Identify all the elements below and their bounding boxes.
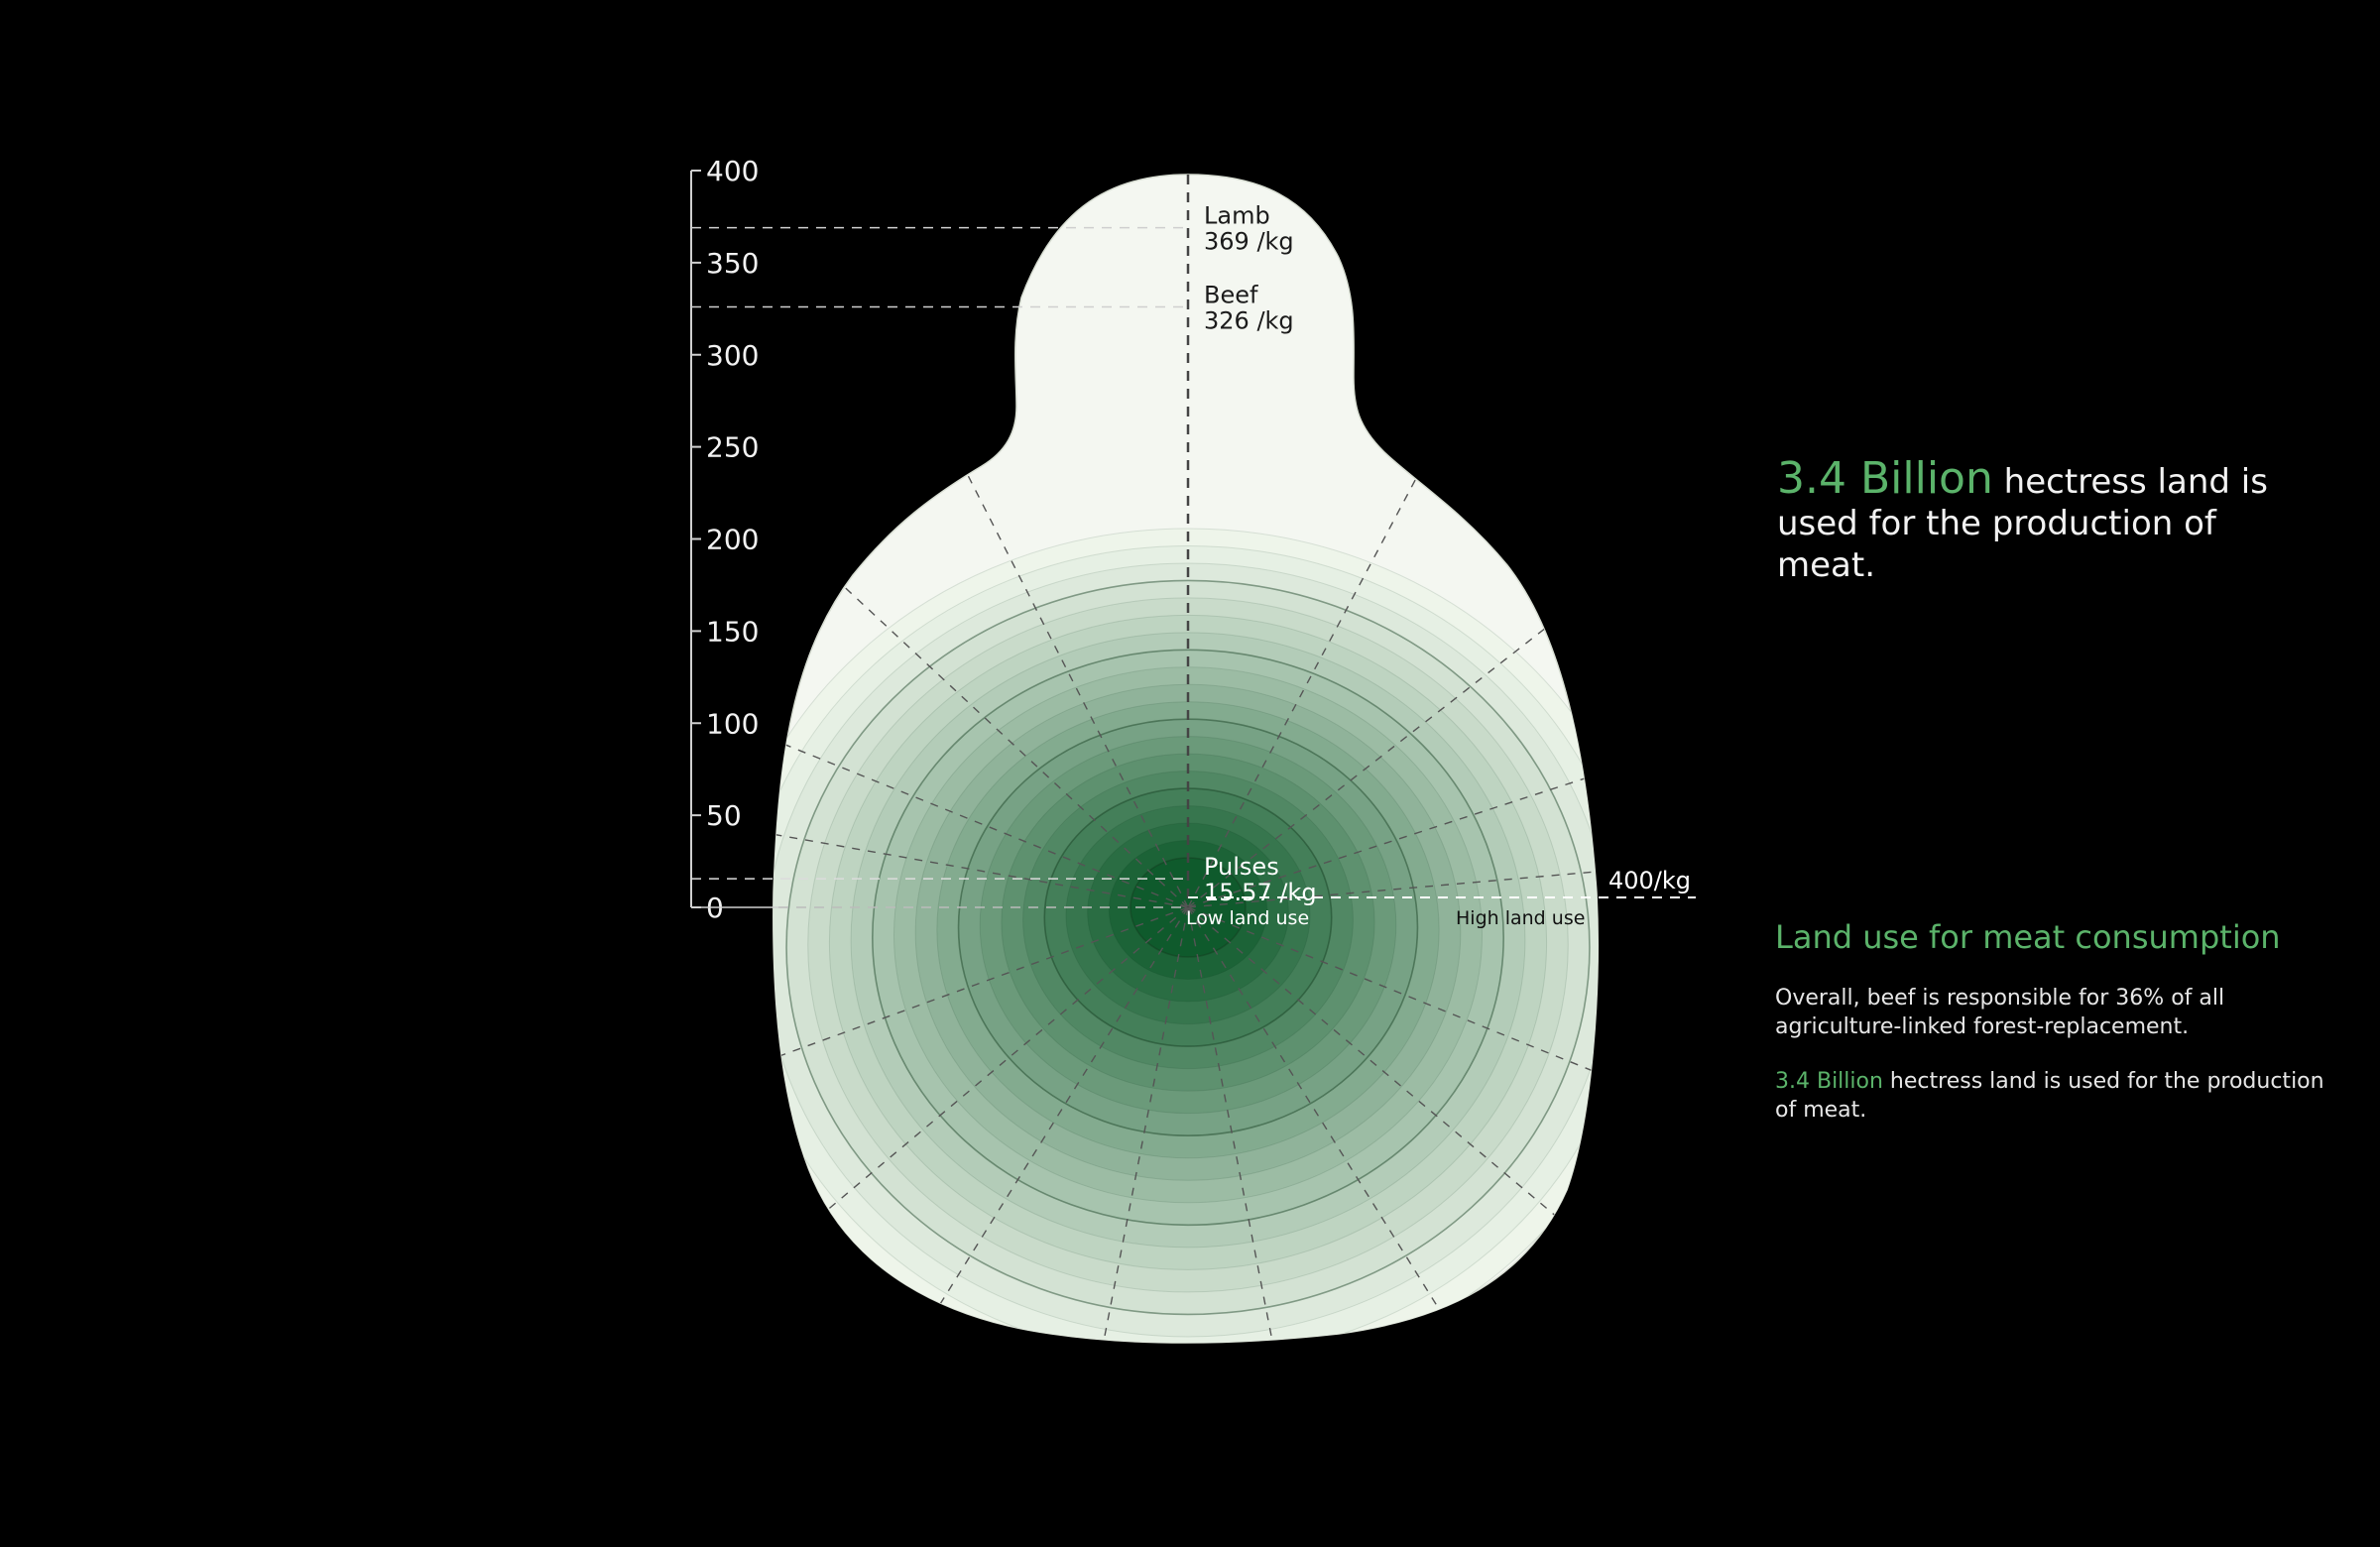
annotation-name: Beef [1204,281,1258,308]
radial-spoke [1187,661,1599,908]
radial-spoke [1035,906,1189,1344]
x-axis-max-label: 400/kg [1608,867,1691,894]
headline-accent: 3.4 Billion [1777,453,1993,504]
annotation-value: 369 /kg [1204,228,1294,256]
annotation-name: Pulses [1204,853,1279,881]
radial-spoke [773,769,1189,908]
radial-spoke [773,609,1189,908]
y-tick-label: 150 [706,615,759,648]
headline-text: hectress land is used for the production… [1777,462,2268,585]
radial-spoke [773,906,1189,1344]
y-tick-label: 350 [706,247,759,280]
info-subtitle: Land use for meat consumption [1775,918,2281,956]
radial-spoke [1187,417,1599,908]
annotation-value: 15.57 /kg [1204,879,1317,906]
density-rings [773,528,1599,1344]
info-paragraph-2: 3.4 Billion hectress land is used for th… [1775,1067,2330,1125]
y-tick-label: 200 [706,524,759,556]
y-tick-label: 100 [706,707,759,740]
info-paragraph-2-text: hectress land is used for the production… [1775,1069,2324,1123]
radial-spoke [773,365,1189,908]
annotation-value: 326 /kg [1204,306,1294,334]
radial-spoke [773,906,1189,1180]
y-tick-label: 300 [706,339,759,372]
headline: 3.4 Billion hectress land is used for th… [1777,457,2293,586]
radial-spoke [1187,906,1599,1206]
y-tick-label: 50 [706,799,742,832]
radial-spoke [827,199,1189,908]
radial-spoke [1187,906,1599,1344]
info-paragraph-1: Overall, beef is responsible for 36% of … [1775,986,2225,1039]
radial-spoke [773,906,1189,1344]
radial-spoke [1187,906,1599,1344]
y-tick-label: 400 [706,155,759,187]
info-paragraph-2-accent: 3.4 Billion [1775,1069,1883,1094]
radial-spoke [1187,906,1341,1344]
x-axis-low-label: Low land use [1186,907,1309,929]
annotation-name: Lamb [1204,202,1270,230]
radial-spoke [1187,206,1562,908]
y-tick-label: 250 [706,431,759,464]
radial-spoke [1187,837,1599,908]
radial-spokes [773,199,1599,1344]
x-axis-high-label: High land use [1456,907,1585,929]
